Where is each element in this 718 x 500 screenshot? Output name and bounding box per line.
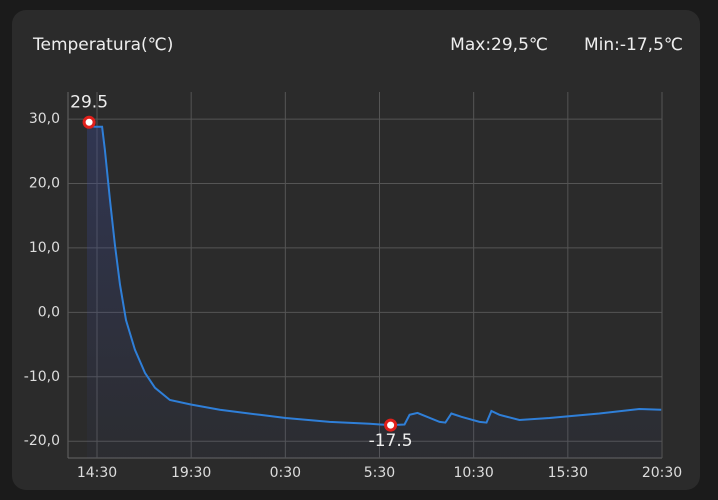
x-tick-label: 5:30 [364, 465, 395, 481]
data-label: -17.5 [369, 431, 413, 451]
marker [384, 418, 398, 432]
x-tick-label: 15:30 [548, 465, 588, 481]
y-tick-label: 0,0 [38, 304, 60, 320]
data-label: 29.5 [70, 92, 108, 112]
x-tick-label: 20:30 [642, 465, 682, 481]
y-tick-label: -20,0 [24, 433, 60, 449]
x-tick-label: 0:30 [270, 465, 301, 481]
x-tick-label: 14:30 [77, 465, 117, 481]
area [87, 122, 662, 459]
x-tick-label: 19:30 [171, 465, 211, 481]
card [12, 10, 700, 490]
y-tick-label: 30,0 [29, 111, 60, 127]
y-tick-label: 20,0 [29, 176, 60, 192]
max-stat: Max:29,5℃ [450, 35, 548, 55]
marker [82, 115, 96, 129]
y-tick-label: -10,0 [24, 369, 60, 385]
line [86, 120, 662, 427]
y-tick-label: 10,0 [29, 240, 60, 256]
chart-title: Temperatura(℃) [32, 35, 173, 55]
x-tick-label: 10:30 [453, 465, 493, 481]
min-stat: Min:-17,5℃ [584, 35, 683, 55]
